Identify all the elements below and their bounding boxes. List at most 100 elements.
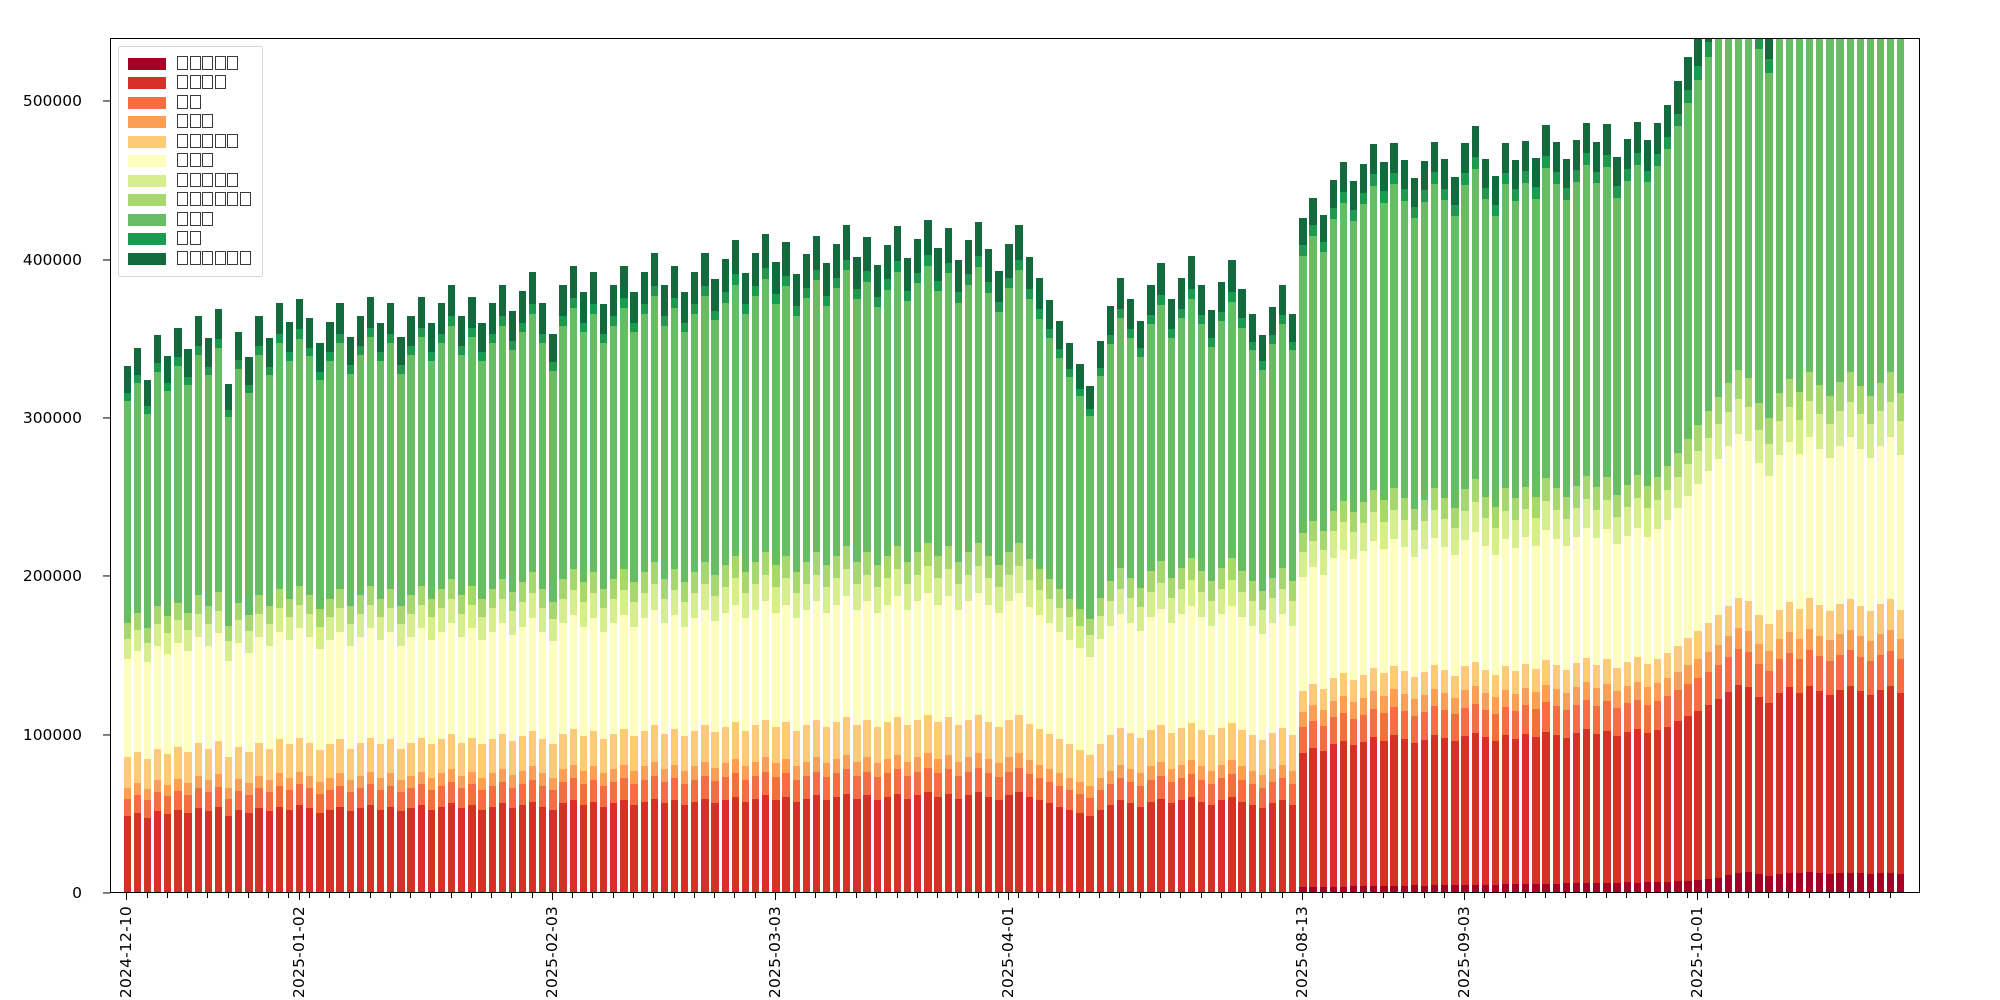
bar-segment (741, 801, 750, 892)
chart-legend[interactable] (118, 46, 263, 277)
bar-segment (498, 325, 506, 580)
bar-segment (650, 609, 658, 726)
bar-segment (1329, 531, 1337, 559)
missing-glyph-box (189, 114, 201, 129)
bar-segment (762, 757, 770, 772)
bar-segment (1532, 545, 1540, 670)
bar-segment (1329, 678, 1337, 701)
legend-item-label (177, 192, 252, 208)
bar-segment (397, 645, 405, 749)
bar-segment (1461, 173, 1469, 186)
bar-segment (772, 726, 780, 764)
bar-segment (893, 271, 902, 546)
legend-item[interactable] (128, 54, 252, 74)
bar-segment (1299, 727, 1307, 753)
bar-segment (508, 310, 517, 341)
bar-segment (1653, 166, 1662, 477)
bar-segment (1431, 141, 1439, 172)
bar-segment (1593, 141, 1601, 172)
bar-segment (529, 314, 537, 573)
bar-segment (1593, 509, 1601, 538)
bar-column (549, 333, 557, 892)
bar-segment (1745, 39, 1753, 379)
bar-segment (1674, 507, 1682, 646)
y-tick-label: 300000 (22, 409, 82, 427)
bar-segment (1086, 618, 1094, 636)
bar-segment (1674, 881, 1682, 892)
bar-segment (336, 334, 344, 344)
legend-item[interactable] (128, 171, 252, 191)
bar-segment (853, 289, 861, 300)
bar-segment (934, 280, 942, 292)
bar-segment (1755, 663, 1763, 697)
bar-segment (1045, 299, 1054, 330)
bar-segment (1623, 180, 1631, 485)
bar-segment (285, 616, 294, 640)
bar-segment (751, 725, 760, 762)
bar-segment (1319, 575, 1327, 690)
bar-segment (356, 345, 365, 355)
bar-segment (1197, 766, 1206, 780)
bar-segment (914, 552, 922, 575)
bar-segment (1866, 694, 1875, 874)
bar-segment (1684, 56, 1692, 90)
bar-segment (123, 393, 131, 402)
legend-color-swatch (128, 57, 166, 70)
bar-segment (1897, 39, 1905, 393)
bar-segment (306, 356, 314, 596)
bar-segment (559, 623, 567, 735)
bar-segment (1826, 39, 1834, 396)
bar-segment (1289, 313, 1297, 342)
bar-segment (529, 730, 537, 767)
bar-segment (843, 270, 851, 546)
x-tick-mark-minor (166, 893, 168, 898)
bar-segment (1116, 614, 1125, 729)
bar-segment (1116, 568, 1125, 589)
bar-segment (427, 777, 435, 790)
bar-segment (1339, 673, 1348, 697)
bar-segment (660, 781, 669, 804)
legend-item[interactable] (128, 249, 252, 269)
bar-segment (1826, 611, 1834, 641)
bar-segment (154, 780, 162, 793)
bar-segment (711, 575, 719, 596)
legend-item[interactable] (128, 93, 252, 113)
bar-segment (954, 562, 962, 584)
legend-item[interactable] (128, 191, 252, 211)
legend-item[interactable] (128, 152, 252, 172)
bar-segment (1735, 369, 1743, 399)
bar-segment (1623, 507, 1631, 536)
legend-item[interactable] (128, 210, 252, 230)
bar-segment (1755, 430, 1763, 464)
bar-segment (1309, 520, 1317, 541)
legend-item[interactable] (128, 113, 252, 133)
bar-column (275, 303, 283, 892)
bar-segment (579, 735, 587, 771)
bar-column (1096, 341, 1104, 892)
bar-segment (1461, 666, 1469, 691)
bar-segment (1329, 717, 1337, 745)
bar-segment (1856, 636, 1864, 657)
bar-segment (1522, 170, 1530, 183)
bar-segment (539, 343, 547, 589)
bar-segment (873, 307, 881, 566)
bar-column (397, 336, 405, 892)
bar-segment (904, 562, 912, 584)
bar-column (893, 226, 902, 892)
bar-segment (579, 322, 587, 333)
legend-item[interactable] (128, 74, 252, 94)
bar-segment (1329, 558, 1337, 679)
bar-segment (1380, 712, 1388, 741)
bar-segment (853, 725, 861, 762)
bar-segment (579, 601, 587, 627)
x-tick-mark (551, 893, 554, 900)
bar-segment (265, 811, 273, 892)
legend-item[interactable] (128, 132, 252, 152)
legend-item[interactable] (128, 230, 252, 250)
y-tick-label: 0 (72, 884, 82, 902)
bar-segment (1664, 466, 1672, 490)
legend-item-label (177, 211, 215, 228)
bar-segment (822, 565, 831, 587)
bar-segment (306, 636, 314, 743)
bar-segment (924, 542, 932, 566)
